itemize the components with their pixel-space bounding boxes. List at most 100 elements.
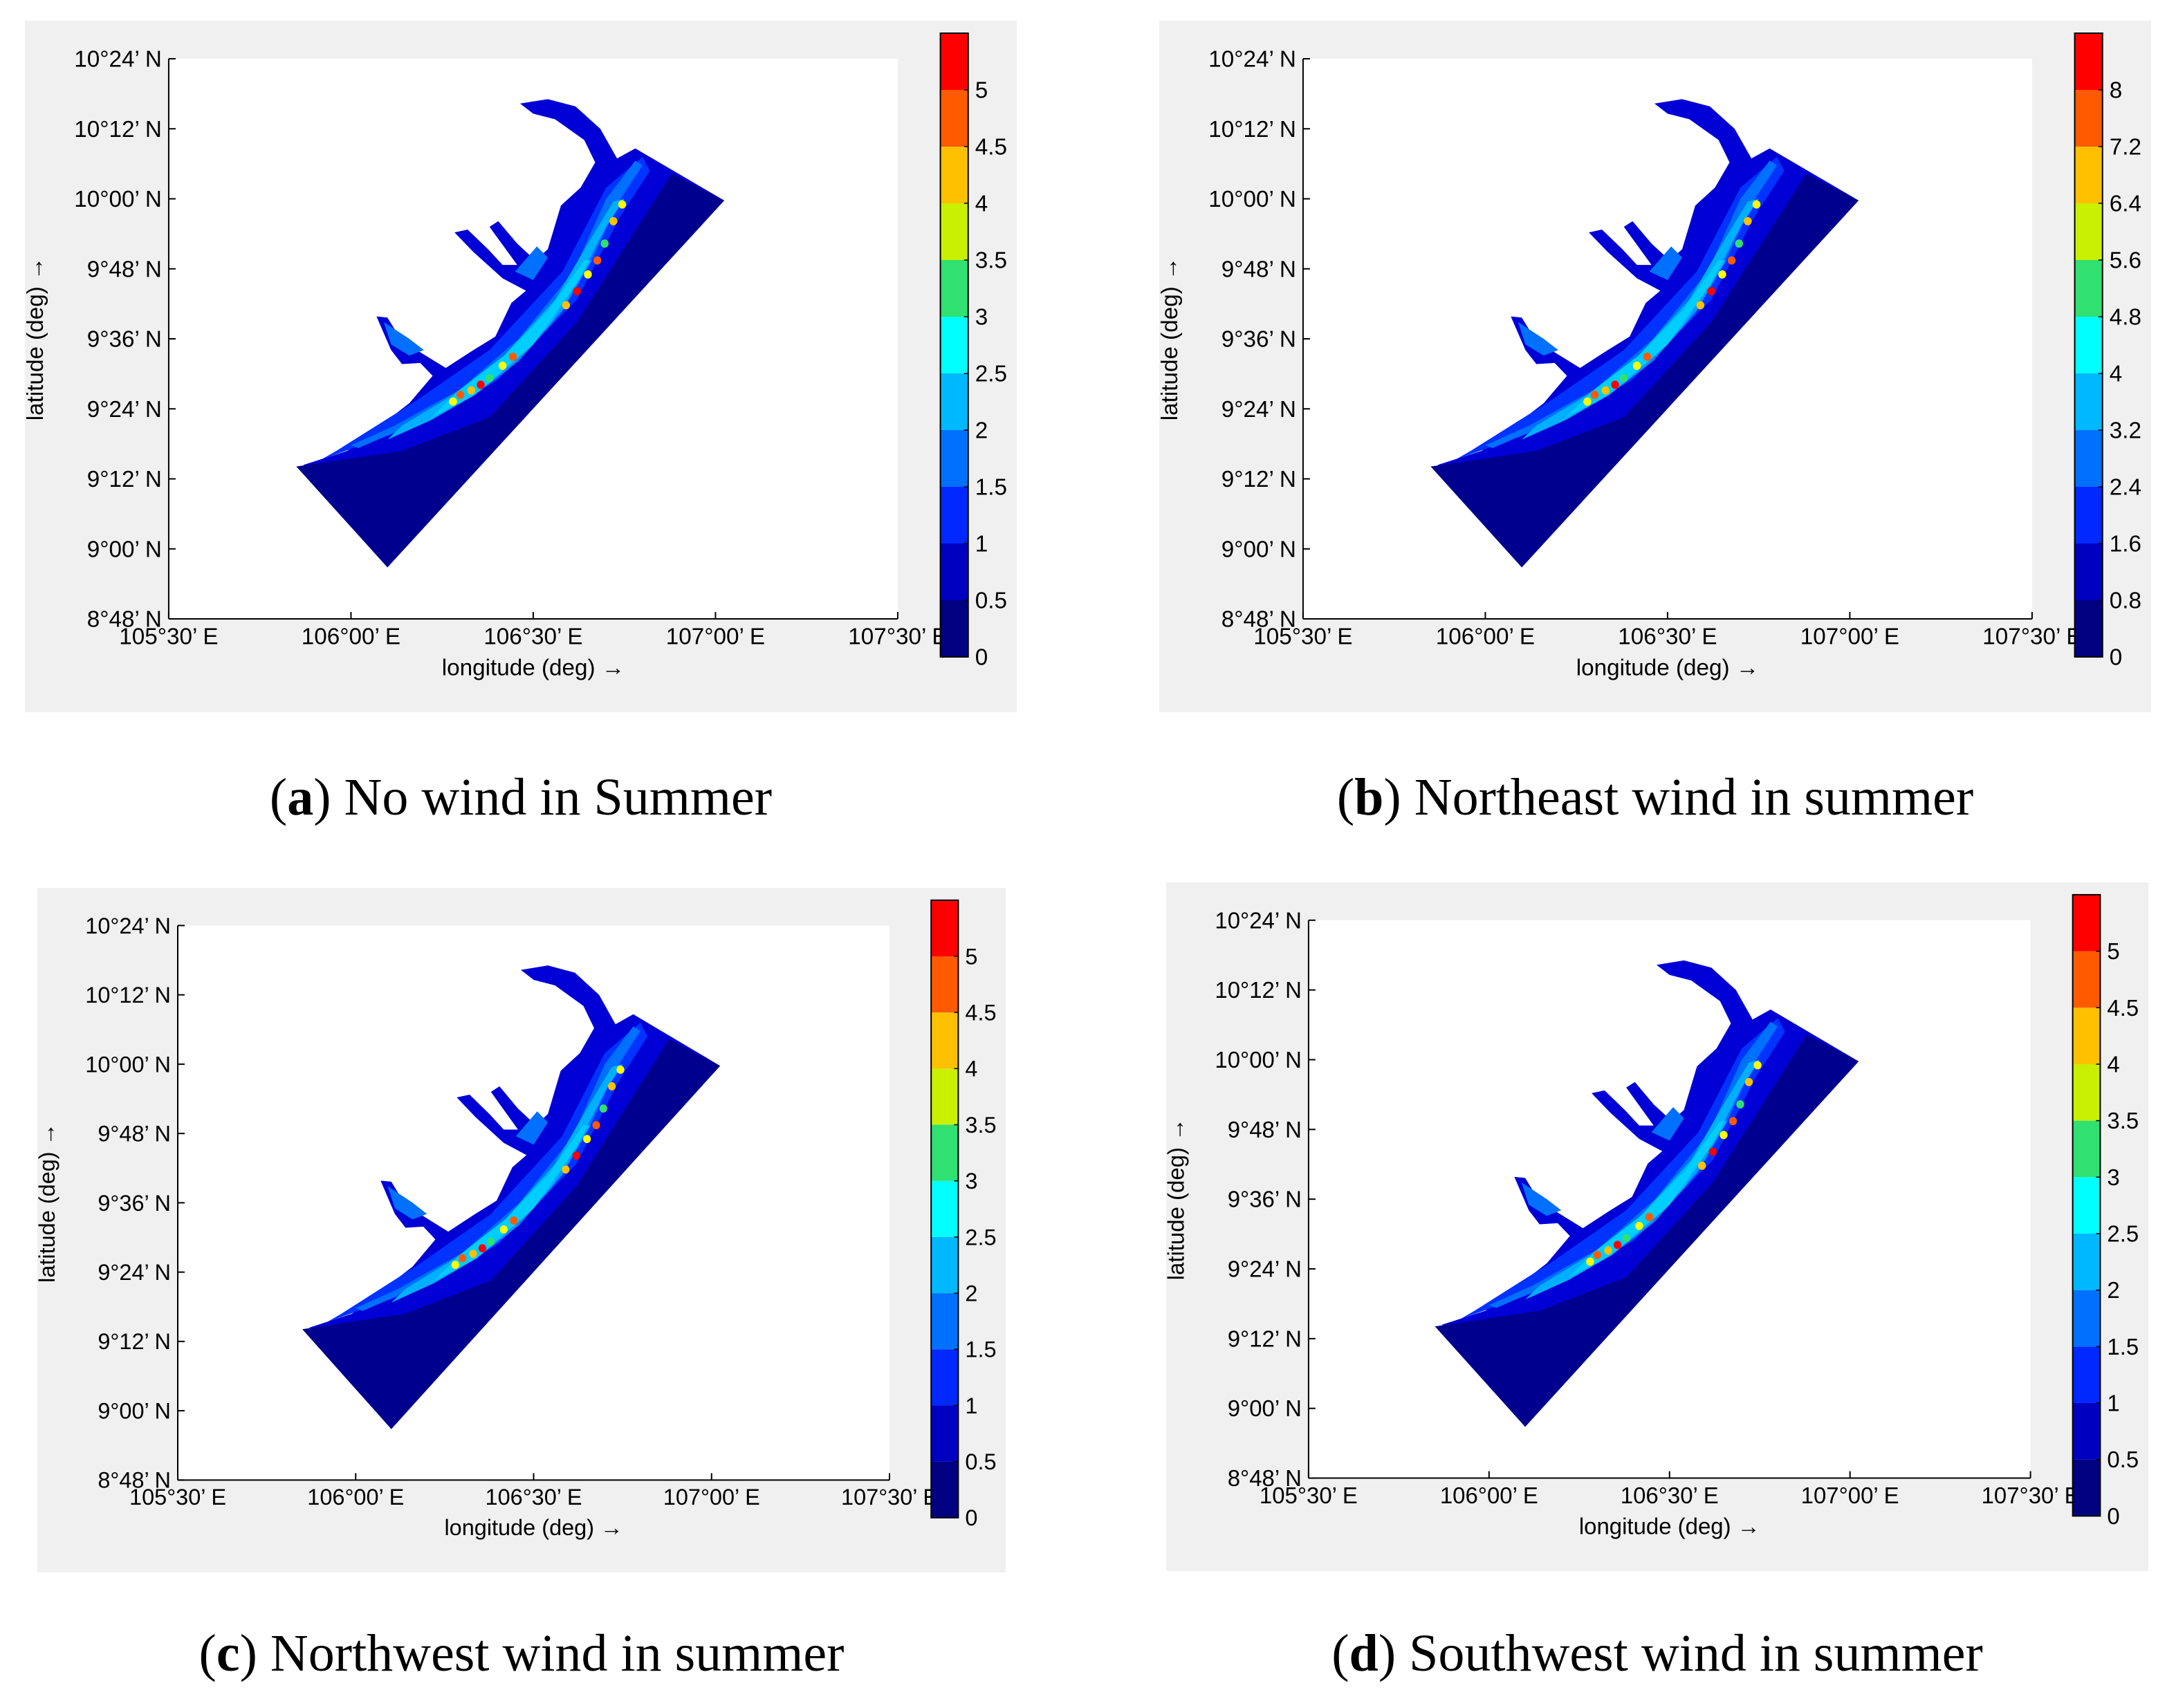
hotspot-mark [508, 352, 517, 361]
colorbar-frame [2072, 893, 2101, 1517]
colorbar-segment [2072, 1459, 2101, 1516]
colorbar-tick-label: 3.5 [965, 1113, 996, 1138]
colorbar-tick-label: 6.4 [2110, 192, 2141, 217]
y-tick-label: 9°00’ N [87, 537, 162, 562]
colorbar-tick-label: 5 [2107, 938, 2119, 964]
hotspot-mark [1586, 1257, 1594, 1266]
x-axis-label: longitude (deg) → [444, 1515, 623, 1540]
nearshore-band [1488, 1021, 1778, 1308]
colorbar-segment [940, 33, 968, 90]
hotspot-mark [1719, 1131, 1728, 1140]
colorbar-segment [931, 900, 959, 956]
colorbar-frame [930, 899, 959, 1519]
colorbar-tick-label: 3.5 [2107, 1108, 2139, 1133]
colorbar-tick-label: 3 [975, 305, 988, 331]
hotspot-mark [467, 386, 476, 395]
x-tick-label: 106°00’ E [1436, 624, 1535, 650]
hotspot-mark [1611, 380, 1619, 389]
map-region [296, 99, 725, 568]
panel-c: 8°48’ N 9°00’ N 9°12’ N 9°24’ N 9°36’ N 9°48’… [37, 888, 1006, 1572]
caption-text: Northwest wind in summer [270, 1624, 845, 1682]
x-tick-label: 107°30’ E [1982, 1483, 2080, 1508]
colorbar-tick-label: 2 [975, 418, 988, 444]
x-tick-label: 107°30’ E [841, 1485, 938, 1510]
colorbar-segment [931, 1124, 959, 1181]
hotspot-mark [1753, 1061, 1762, 1070]
caption-d: (d) Southwest wind in summer [1331, 1624, 1983, 1682]
panel-d: 8°48’ N 9°00’ N 9°12’ N 9°24’ N 9°36’ N 9°48’… [1166, 882, 2148, 1571]
colorbar-segment [2072, 1290, 2101, 1347]
estuary-region [515, 1111, 548, 1145]
y-axis-label: latitude (deg) → [25, 257, 48, 421]
y-tick-label: 9°48’ N [1228, 1117, 1302, 1142]
y-tick-label: 10°00’ N [74, 187, 162, 212]
caption-text: Northeast wind in summer [1414, 768, 1974, 826]
y-tick-label: 9°12’ N [1228, 1326, 1302, 1351]
x-axis-label: longitude (deg) → [1579, 1513, 1760, 1539]
y-tick-label: 9°48’ N [98, 1122, 171, 1147]
x-tick-label: 106°00’ E [1440, 1483, 1538, 1508]
hotspot-mark [1593, 1250, 1602, 1259]
colorbar-segment [931, 1461, 959, 1518]
caption-letter: a [287, 768, 314, 826]
hotspot-mark [1698, 1161, 1706, 1170]
caption-letter: d [1349, 1624, 1379, 1682]
hotspot-mark [599, 1104, 607, 1113]
x-tick-label: 106°30’ E [1618, 624, 1717, 650]
y-tick-label: 8°48’ N [98, 1468, 171, 1493]
colorbar-segment [2072, 1402, 2101, 1460]
nearshore-light-band [1522, 198, 1759, 440]
colorbar-tick-label: 4.8 [2110, 305, 2141, 331]
hotspot-mark [477, 380, 485, 389]
hotspot-mark [1696, 301, 1705, 310]
colorbar-segment [2074, 600, 2103, 657]
hotspot-mark [1635, 1221, 1643, 1230]
colorbar-tick-label: 1.5 [965, 1337, 996, 1362]
colorbar-segment [2074, 487, 2103, 544]
map-region [302, 965, 721, 1429]
colorbar-segment [2072, 1120, 2101, 1178]
nearshore-band [1485, 160, 1778, 448]
y-tick-label: 9°12’ N [1221, 467, 1296, 492]
y-tick-label: 9°12’ N [98, 1329, 171, 1354]
y-tick-label: 10°24’ N [1208, 47, 1296, 73]
caption-letter: c [216, 1624, 240, 1682]
panel-b: 8°48’ N 9°00’ N 9°12’ N 9°24’ N 9°36’ N 9°48’… [1159, 21, 2151, 712]
hotspot-mark [1727, 256, 1736, 265]
y-tick-label: 9°48’ N [87, 257, 162, 282]
x-tick-label: 106°30’ E [1621, 1483, 1719, 1508]
estuary-region [515, 246, 548, 280]
hotspot-mark [573, 287, 581, 296]
colorbar-tick-label: 3 [2107, 1164, 2119, 1190]
hotspot-mark [1735, 239, 1743, 248]
hotspot-mark [1744, 216, 1752, 225]
chart-b: 8°48’ N 9°00’ N 9°12’ N 9°24’ N 9°36’ N 9°48’… [1159, 21, 2151, 712]
hotspot-mark [1728, 1117, 1737, 1126]
deep-sea-region [1430, 174, 1859, 568]
y-axis-label: latitude (deg) → [37, 1123, 59, 1283]
colorbar-tick-label: 2.4 [2110, 475, 2141, 501]
hotspot-mark [1736, 1100, 1744, 1108]
colorbar-tick-label: 4.5 [965, 1001, 996, 1025]
colorbar-segment [2074, 317, 2103, 373]
hotspot-mark [1613, 1241, 1622, 1250]
colorbar-tick-label: 3 [965, 1169, 977, 1194]
caption-a: (a) No wind in Summer [269, 768, 773, 826]
nearshore-light-band [1525, 1059, 1760, 1300]
hotspot-mark [1645, 1213, 1654, 1221]
colorbar-tick-label: 1.5 [975, 475, 1007, 501]
colorbar-segment [940, 600, 968, 657]
hotspot-mark [1643, 352, 1652, 361]
colorbar-segment [2074, 33, 2103, 90]
colorbar-segment [2072, 1064, 2101, 1121]
map-region [1435, 960, 1859, 1427]
colorbar-segment [2072, 1177, 2101, 1234]
y-tick-label: 10°12’ N [1215, 977, 1301, 1003]
colorbar-segment [931, 1405, 959, 1462]
colorbar-segment [2072, 1233, 2101, 1290]
colorbar-tick-label: 0 [2110, 645, 2123, 671]
x-tick-label: 107°30’ E [1982, 624, 2081, 650]
x-tick-label: 106°00’ E [302, 624, 400, 650]
deep-sea-region [1435, 1034, 1859, 1427]
hotspot-mark [1590, 391, 1599, 399]
